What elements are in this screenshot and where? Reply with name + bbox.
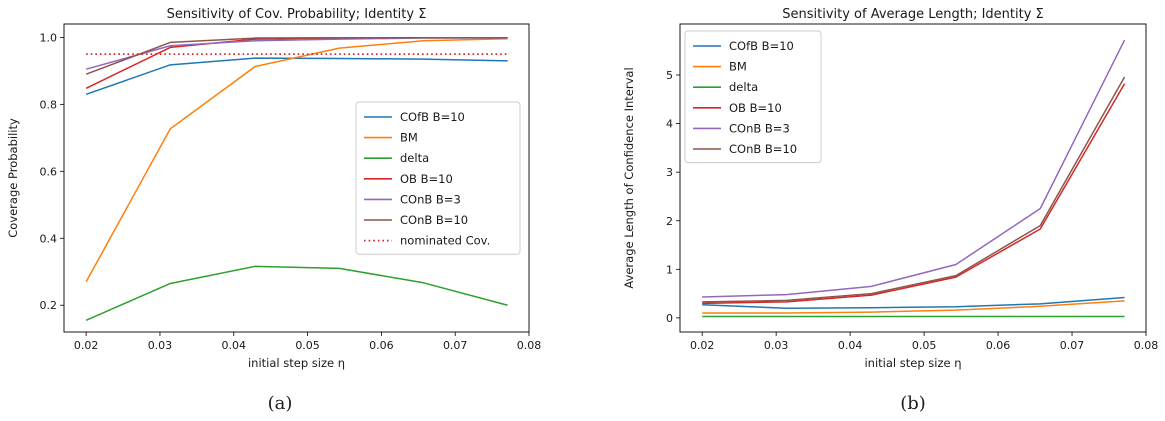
- legend-label-ob-b-10: OB B=10: [729, 101, 782, 115]
- y-tick-label: 5: [666, 69, 673, 82]
- x-tick-label: 0.03: [764, 339, 789, 352]
- panel-b: Sensitivity of Average Length; Identity …: [622, 7, 1158, 414]
- legend-label-conb-b-3: COnB B=3: [729, 121, 790, 135]
- x-tick-label: 0.07: [443, 339, 468, 352]
- x-tick-label: 0.05: [295, 339, 320, 352]
- legend-label-ob-b-10: OB B=10: [400, 172, 453, 186]
- legend-label-conb-b-10: COnB B=10: [400, 213, 468, 227]
- panel-a: Sensitivity of Cov. Probability; Identit…: [6, 7, 541, 414]
- y-tick-label: 0.2: [40, 299, 58, 312]
- legend-label-bm: BM: [729, 60, 747, 74]
- y-tick-label: 0.6: [40, 165, 58, 178]
- series-line-delta: [85, 265, 508, 321]
- series-line-cofb-b-10: [702, 296, 1125, 309]
- legend-box: [684, 30, 822, 164]
- x-axis-label: initial step size η: [248, 356, 345, 370]
- legend-label-delta: delta: [729, 80, 758, 94]
- y-tick-label: 4: [666, 118, 673, 131]
- x-tick-label: 0.08: [1134, 339, 1159, 352]
- y-tick-label: 0: [666, 312, 673, 325]
- legend: COfB B=10 BM delta OB B=10 COnB B=3 COnB B=10: [684, 30, 822, 164]
- legend-label-bm: BM: [400, 131, 418, 145]
- x-tick-label: 0.02: [690, 339, 715, 352]
- x-tick-label: 0.02: [74, 339, 99, 352]
- legend: COfB B=10 BM delta OB B=10 COnB B=3 COnB B=10…: [355, 101, 521, 255]
- x-axis-label: initial step size η: [864, 356, 961, 370]
- series-line-bm: [85, 37, 508, 283]
- x-tick-label: 0.08: [517, 339, 542, 352]
- series-line-ob-b-10: [702, 83, 1126, 305]
- legend-label-nominated-cov: nominated Cov.: [400, 234, 490, 248]
- legend-label-conb-b-10: COnB B=10: [729, 142, 797, 156]
- x-tick-label: 0.06: [369, 339, 394, 352]
- plot-frame: [63, 23, 530, 333]
- y-tick-label: 1.0: [40, 31, 58, 44]
- x-tick-label: 0.04: [222, 339, 247, 352]
- y-tick-label: 2: [666, 215, 673, 228]
- series-lines: [85, 36, 508, 321]
- series-line-cofb-b-10: [85, 57, 508, 96]
- legend-label-delta: delta: [400, 151, 429, 165]
- y-tick-label: 1: [666, 263, 673, 276]
- legend-label-cofb-b-10: COfB B=10: [400, 110, 465, 124]
- x-tick-label: 0.03: [148, 339, 173, 352]
- chart-title: Sensitivity of Average Length; Identity …: [782, 7, 1044, 22]
- y-tick-label: 0.4: [40, 232, 58, 245]
- panel-caption: (a): [268, 393, 293, 414]
- series-line-conb-b-10: [85, 36, 508, 75]
- series-lines: [702, 39, 1126, 318]
- series-line-bm: [702, 300, 1125, 314]
- y-tick-label: 0.8: [40, 98, 58, 111]
- y-tick-label: 3: [666, 166, 673, 179]
- series-line-conb-b-3: [702, 39, 1126, 298]
- legend-label-cofb-b-10: COfB B=10: [729, 39, 794, 53]
- y-axis-label: Average Length of Confidence Interval: [622, 67, 636, 288]
- panel-caption: (b): [900, 393, 926, 414]
- series-line-conb-b-10: [702, 76, 1126, 303]
- legend-box: [355, 101, 521, 255]
- x-tick-label: 0.05: [912, 339, 937, 352]
- series-line-ob-b-10: [85, 36, 508, 89]
- legend-label-conb-b-3: COnB B=3: [400, 192, 461, 206]
- chart-title: Sensitivity of Cov. Probability; Identit…: [167, 7, 427, 22]
- plot-frame: [679, 23, 1147, 333]
- x-tick-label: 0.06: [986, 339, 1011, 352]
- x-tick-label: 0.04: [838, 339, 863, 352]
- series-line-conb-b-3: [85, 37, 508, 70]
- x-tick-label: 0.07: [1060, 339, 1085, 352]
- y-axis-label: Coverage Probability: [6, 118, 20, 238]
